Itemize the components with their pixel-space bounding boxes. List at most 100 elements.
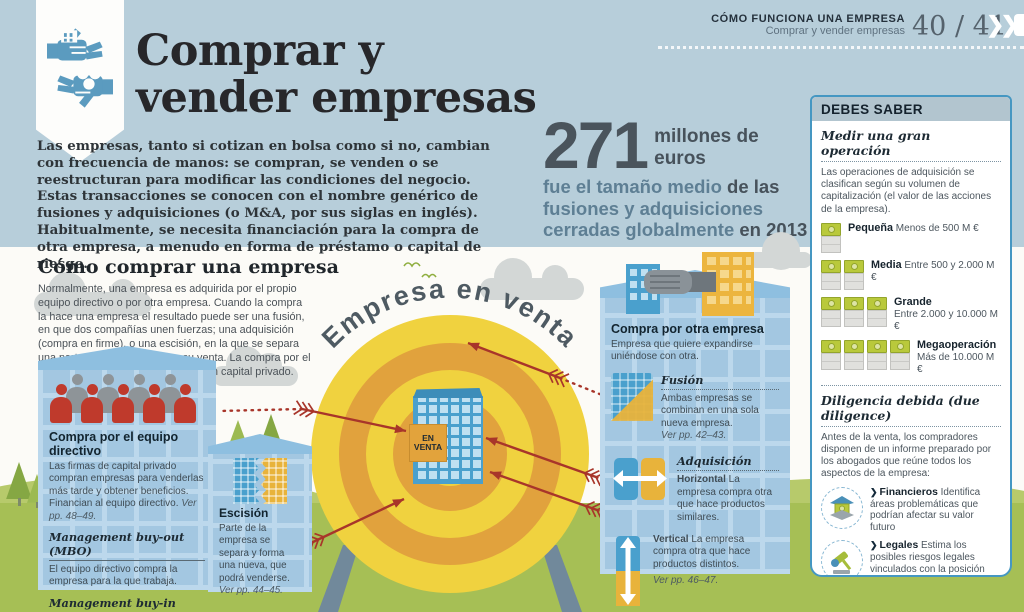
bullet-icon: ❯ <box>870 486 878 497</box>
for-sale-sign: EN VENTA <box>409 424 447 462</box>
diligence-label: Legales <box>879 540 919 552</box>
page-title: Comprar y vender empresas <box>136 26 537 123</box>
deal-size-row: Pequeña Menos de 500 M € <box>821 222 1001 253</box>
mbo-paragraph: El equipo directivo compra la empresa pa… <box>49 564 178 588</box>
size-desc: Entre 2.000 y 10.000 M € <box>894 308 998 332</box>
company-for-sale-building: EN VENTA <box>409 396 483 484</box>
bullet-icon: ❯ <box>870 540 878 551</box>
banknote-icon <box>844 339 864 370</box>
panel-paragraph: Parte de la empresa se separa y forma un… <box>219 523 301 597</box>
banknote-icon <box>821 296 841 327</box>
horizontal-label: Horizontal <box>677 474 726 486</box>
panel-heading: Compra por el equipo directivo <box>49 430 179 458</box>
banknote-icon <box>821 259 841 290</box>
diligence-item: ❯ Financieros Identifica áreas problemáti… <box>821 486 1001 535</box>
panel-text: Ambas empresas se combinan en una sola n… <box>661 392 759 429</box>
cloud <box>480 258 584 300</box>
diligence-item: ❯ Legales Estima los posibles riesgos leg… <box>821 540 1001 576</box>
mbi-heading: Management buy-in (MBI) <box>49 596 205 612</box>
cloud <box>748 232 812 270</box>
deal-size-row: Megaoperación Más de 10.000 M € <box>821 339 1001 376</box>
tree-icon <box>27 474 47 508</box>
size-desc: Menos de 500 M € <box>895 222 979 234</box>
sidebar-divider <box>821 384 1001 386</box>
exchange-hands-icon <box>47 25 113 108</box>
tree-icon <box>6 462 32 507</box>
section-paragraph: Normalmente, una empresa es adquirida po… <box>38 283 311 378</box>
panel-text: La empresa compra otra que hace producto… <box>677 474 773 523</box>
page-reference: Ver pp. 42–43. <box>661 430 727 442</box>
cloud <box>34 272 152 316</box>
page-title-line2: vender empresas <box>136 73 537 123</box>
escision-panel: Escisión Parte de la empresa se separa y… <box>208 434 312 596</box>
stat-seg: fusiones y adquisiciones <box>543 197 764 219</box>
horizontal-paragraph: Horizontal La empresa compra otra que ha… <box>677 474 779 524</box>
page-reference: Ver pp. 44–45. <box>219 585 283 597</box>
page-reference: Ver pp. 46–47. <box>653 575 719 587</box>
section-heading: Cómo comprar una empresa <box>38 256 339 278</box>
gavel-icon <box>821 540 863 575</box>
vertical-label: Vertical <box>653 534 689 546</box>
size-label: Media <box>871 258 902 271</box>
stat-caption: fue el tamaño medio de las fusiones y ad… <box>543 176 815 241</box>
chapter-banner <box>36 0 124 162</box>
size-label: Megaoperación <box>917 338 997 351</box>
adquisicion-heading: Adquisición <box>677 454 779 472</box>
chapter-title: Comprar y vender empresas <box>765 25 905 37</box>
vertical-acquisition-icon <box>616 536 640 607</box>
diligence-desc: Identifica áreas problemáticas que podrí… <box>870 486 981 534</box>
fusion-heading: Fusión <box>661 373 779 390</box>
sidebar-title: DEBES SABER <box>812 97 1010 121</box>
horizontal-acquisition-icon <box>613 458 667 501</box>
panel-text: La empresa compra otra que hace producto… <box>653 534 751 570</box>
running-header: CÓMO FUNCIONA UNA EMPRESA Comprar y vend… <box>620 13 905 37</box>
header-dotted-rule <box>658 46 1024 49</box>
size-desc: Entre 500 y 2.000 M € <box>871 259 995 283</box>
vertical-paragraph: Vertical La empresa compra otra que hace… <box>653 534 779 571</box>
money-exchange-icon <box>821 486 863 529</box>
birds-icon <box>403 262 437 279</box>
sidebar-section2-heading: Diligencia debida (due diligence) <box>821 393 1001 427</box>
other-company-panel: Compra por otra empresa Empresa que quie… <box>600 252 790 607</box>
target-leg <box>541 545 582 612</box>
size-label: Grande <box>894 295 932 308</box>
diligence-desc: Estima los posibles riesgos legales vinc… <box>870 540 985 576</box>
size-label: Pequeña <box>848 221 894 234</box>
key-stat: 271 millones de euros fue el tamaño medi… <box>543 108 815 241</box>
panel-paragraph: Empresa que quiere expandirse uniéndose … <box>611 339 753 363</box>
deal-size-row: Media Entre 500 y 2.000 M € <box>821 259 1001 290</box>
banknote-icon <box>821 339 841 370</box>
banknote-icons <box>821 296 887 327</box>
chevrons-icon: ❯❯ <box>986 12 1019 37</box>
panel-paragraph: Las firmas de capital privado compran em… <box>49 461 205 523</box>
size-desc: Más de 10.000 M € <box>917 351 995 375</box>
stat-unit: millones de euros <box>654 126 759 169</box>
debes-saber-sidebar: DEBES SABER Medir una gran operación Las… <box>810 95 1012 577</box>
mbo-heading: Management buy-out (MBO) <box>49 530 205 562</box>
panel-heading: Compra por otra empresa <box>611 322 764 336</box>
stat-number: 271 <box>543 108 649 182</box>
page-title-line1: Comprar y <box>136 26 384 76</box>
sidebar-section1-body: Las operaciones de adquisición se clasif… <box>821 167 992 215</box>
diligence-label: Financieros <box>879 486 938 498</box>
banknote-icon <box>844 259 864 290</box>
banknote-icons <box>821 259 864 290</box>
page-edge-bar <box>1014 14 1024 36</box>
panel-heading: Escisión <box>219 506 269 520</box>
cloud <box>212 346 298 386</box>
intro-paragraph: Las empresas, tanto si cotizan en bolsa … <box>37 138 490 272</box>
banknote-icons <box>821 222 841 253</box>
book-title: CÓMO FUNCIONA UNA EMPRESA <box>711 13 905 25</box>
split-company-icon <box>232 458 288 504</box>
merger-buildings-icon <box>611 372 653 421</box>
banknote-icon <box>844 296 864 327</box>
banknote-icon <box>821 222 841 253</box>
banknote-icon <box>890 339 910 370</box>
banknote-icons <box>821 339 910 370</box>
banknote-icon <box>867 296 887 327</box>
panel-text: Parte de la empresa se separa y forma un… <box>219 523 290 584</box>
management-buyout-panel: Compra por el equipo directivo Las firma… <box>38 346 216 612</box>
fusion-paragraph: Ambas empresas se combinan en una sola n… <box>661 393 779 443</box>
sidebar-section1-heading: Medir una gran operación <box>821 128 1001 162</box>
